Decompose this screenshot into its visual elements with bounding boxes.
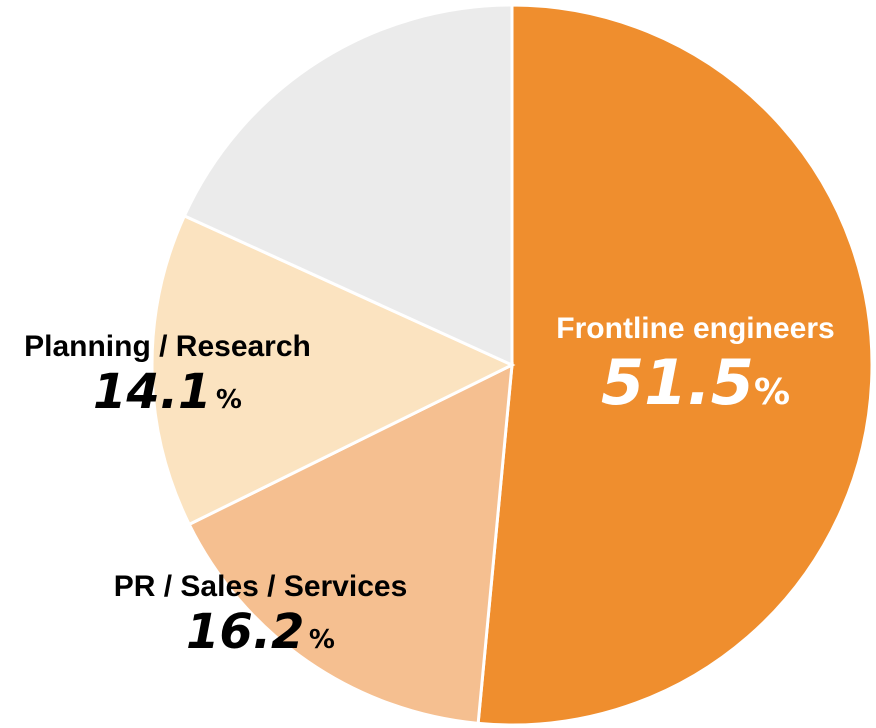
slice-name: Frontline engineers (556, 312, 835, 345)
pie-slice-planning-research (150, 213, 516, 527)
slice-unit: % (308, 625, 335, 655)
slice-name: PR / Sales / Services (113, 570, 408, 603)
label-pr-sales-services: PR / Sales / Services 16.2 % (88, 570, 433, 660)
pie-slice-pr-sales-services (187, 362, 514, 726)
slice-value: 51.5 (600, 346, 754, 419)
slice-value: 14.1 (93, 364, 212, 420)
slice-unit: % (753, 372, 791, 413)
pie-slice-frontline-engineers (476, 3, 874, 727)
slice-value: 16.2 (186, 604, 305, 660)
slice-name: Planning / Research (24, 330, 311, 363)
label-frontline-engineers: Frontline engineers 51.5% (528, 312, 863, 419)
label-planning-research: Planning / Research 14.1 % (0, 330, 335, 420)
pie-slice-other (182, 3, 514, 368)
slice-unit: % (215, 385, 242, 415)
